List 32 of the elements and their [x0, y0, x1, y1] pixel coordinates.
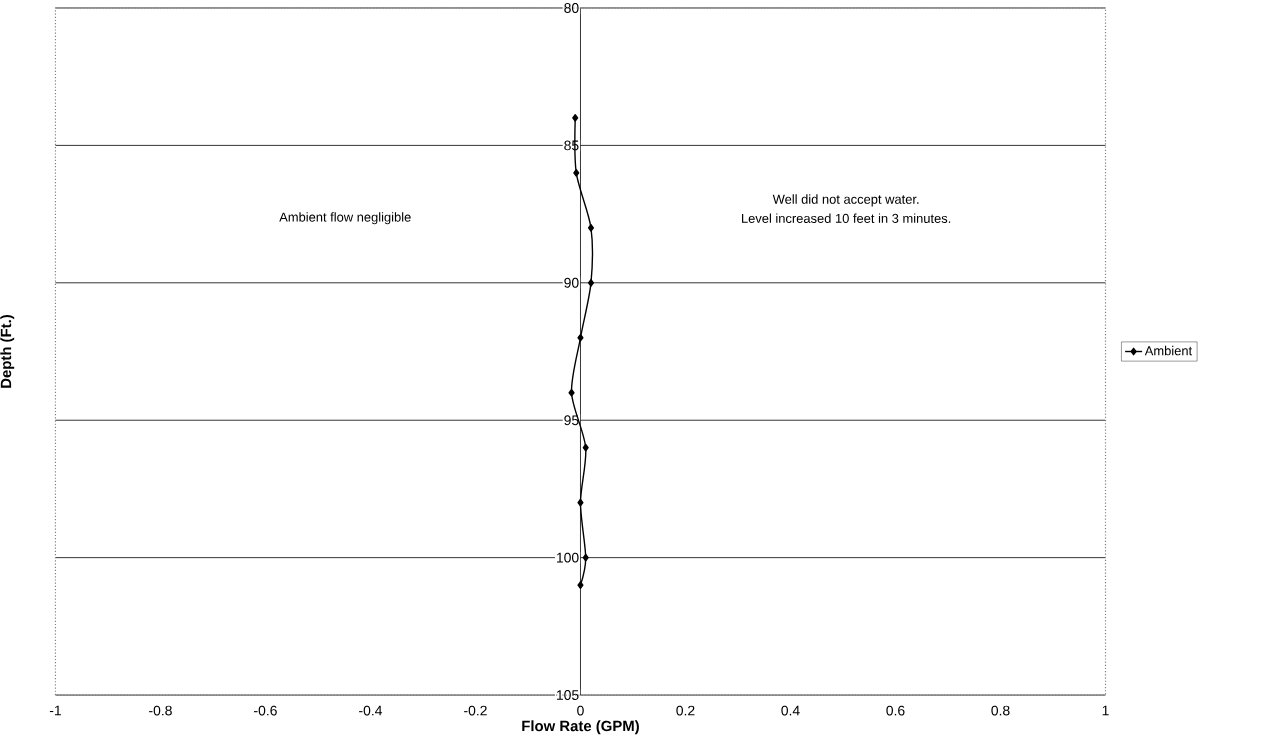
point	[577, 498, 584, 507]
x-tick-label: -0.4	[359, 705, 383, 716]
x-axis-title: Flow Rate (GPM)	[522, 720, 639, 735]
x-tick-label: -0.8	[149, 705, 172, 716]
y-tick-label: 95	[564, 415, 579, 426]
x-tick-label: 0.8	[991, 705, 1010, 716]
annotation: Ambient flow negligible	[279, 212, 411, 225]
annotation: Level increased 10 feet in 3 minutes.	[742, 213, 951, 224]
y-axis-title: Depth (Ft.)	[0, 315, 15, 388]
x-tick-label: 0.6	[886, 705, 905, 716]
point	[577, 581, 584, 590]
point	[577, 333, 584, 342]
x-tick-label: -1	[49, 705, 61, 716]
x-tick-label: 1	[1102, 705, 1109, 716]
point	[587, 224, 595, 232]
point	[582, 443, 589, 452]
x-tick-label: 0.4	[781, 705, 800, 716]
point	[568, 388, 575, 397]
annotation: Well did not accept water.	[772, 194, 919, 207]
y-tick-label: 80	[564, 3, 579, 13]
point	[587, 278, 595, 287]
point	[582, 553, 589, 562]
y-tick-label: 90	[564, 277, 579, 288]
x-tick-label: -0.6	[254, 705, 277, 716]
point	[572, 114, 579, 122]
x-tick-label: 0.2	[676, 705, 695, 716]
x-tick-label: 0	[577, 705, 584, 716]
y-tick-label: 105	[557, 690, 579, 701]
x-tick-label: -0.2	[464, 705, 487, 716]
point	[573, 169, 580, 177]
y-tick-label: 100	[557, 552, 579, 563]
legend-label: Ambient	[1144, 345, 1193, 356]
